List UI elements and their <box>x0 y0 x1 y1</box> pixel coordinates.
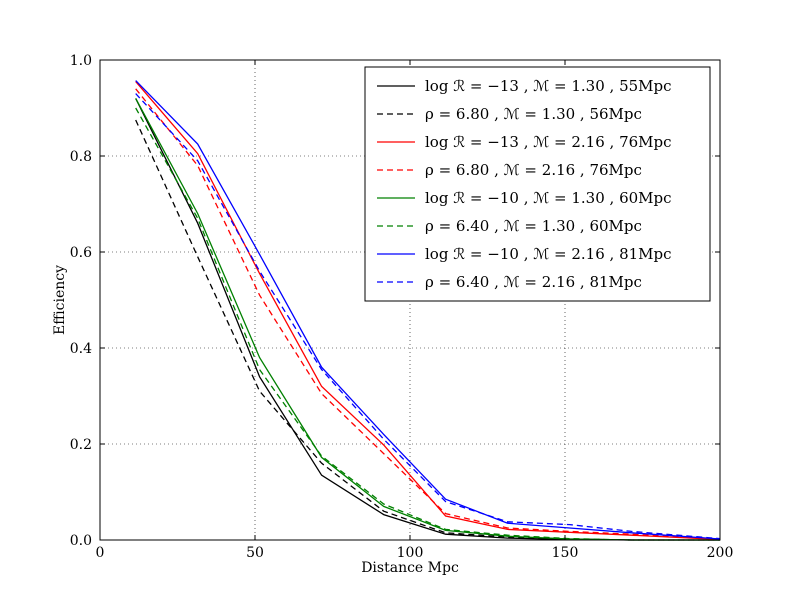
y-tick-label: 0.4 <box>70 341 92 357</box>
legend-label: log ℛ = −10 , ℳ = 1.30 , 60Mpc <box>425 189 672 207</box>
legend-label: ρ = 6.80 , ℳ = 1.30 , 56Mpc <box>425 105 642 123</box>
legend: log ℛ = −13 , ℳ = 1.30 , 55Mpc ρ = 6.80 ,… <box>364 66 711 302</box>
y-tick-label: 0.8 <box>70 149 92 165</box>
legend-label: log ℛ = −13 , ℳ = 2.16 , 76Mpc <box>425 133 672 151</box>
y-tick-label: 0.6 <box>70 245 92 261</box>
x-tick-label: 100 <box>397 545 424 561</box>
x-tick-label: 200 <box>707 545 734 561</box>
y-tick-label: 0.0 <box>70 533 92 549</box>
x-axis-label: Distance Mpc <box>361 560 459 576</box>
x-tick-label: 150 <box>552 545 579 561</box>
axis-ticks: 0 50 100 150 200 0.0 0.2 0.4 0.6 0.8 1.0 <box>70 53 734 561</box>
series-line-4 <box>135 88 721 540</box>
legend-label: log ℛ = −13 , ℳ = 1.30 , 55Mpc <box>425 77 672 95</box>
series-line-7 <box>135 80 721 540</box>
legend-box <box>364 66 711 302</box>
x-tick-label: 0 <box>96 545 105 561</box>
legend-label: log ℛ = −10 , ℳ = 2.16 , 81Mpc <box>425 245 672 263</box>
y-tick-label: 0.2 <box>70 437 92 453</box>
y-axis-label: Efficiency <box>52 265 68 335</box>
legend-label: ρ = 6.80 , ℳ = 2.16 , 76Mpc <box>425 161 642 179</box>
series-line-3 <box>135 81 721 541</box>
legend-label: ρ = 6.40 , ℳ = 2.16 , 81Mpc <box>425 273 642 291</box>
x-tick-label: 50 <box>246 545 264 561</box>
legend-label: ρ = 6.40 , ℳ = 1.30 , 60Mpc <box>425 217 642 235</box>
y-tick-label: 1.0 <box>70 53 92 69</box>
series-line-8 <box>135 93 721 540</box>
